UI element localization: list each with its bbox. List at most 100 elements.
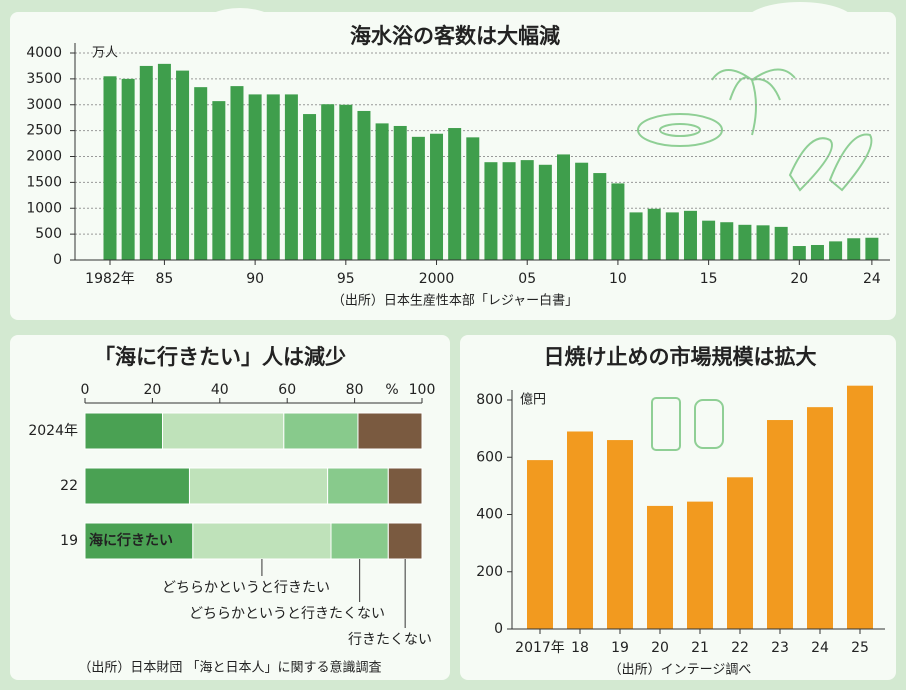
- legend-label: どちらかというと行きたい: [162, 580, 330, 596]
- x-tick-label: 20: [790, 271, 808, 287]
- bar-segment: [192, 522, 332, 560]
- bar: [339, 104, 353, 260]
- x-tick-label: 18: [571, 640, 589, 656]
- chart-title: 日焼け止めの市場規模は拡大: [544, 345, 817, 369]
- bar: [230, 86, 244, 261]
- x-tick-label: 20: [651, 640, 669, 656]
- bar: [194, 87, 208, 260]
- bar-segment: [188, 467, 329, 505]
- bar: [665, 212, 679, 260]
- bar: [121, 78, 135, 260]
- x-tick-label: 1982年: [85, 271, 135, 287]
- bar: [357, 110, 371, 261]
- bar: [538, 164, 552, 260]
- bar: [266, 94, 280, 261]
- bar: [792, 246, 806, 260]
- bar: [738, 224, 752, 260]
- unit-label: 億円: [520, 392, 546, 408]
- y-tick-label: 600: [476, 449, 503, 465]
- bar-segment: [84, 467, 190, 505]
- bar: [284, 94, 298, 261]
- bar: [702, 220, 716, 260]
- x-tick-label: 10: [609, 271, 627, 287]
- bar: [567, 431, 593, 629]
- y-tick-label: 400: [476, 507, 503, 523]
- y-tick-label: 3500: [26, 71, 62, 87]
- bar: [756, 225, 770, 260]
- bar: [767, 420, 793, 629]
- y-tick-label: 2024年: [28, 423, 78, 439]
- y-tick-label: 19: [60, 533, 78, 549]
- bar: [466, 137, 480, 260]
- bar-segment: [387, 522, 423, 560]
- bar: [847, 238, 861, 260]
- x-tick-label: 0: [81, 382, 90, 398]
- x-tick-label: 100: [409, 382, 436, 398]
- bar: [103, 76, 117, 260]
- legend-label: 海に行きたい: [89, 532, 173, 549]
- x-tick-label: 80: [346, 382, 364, 398]
- bar: [647, 505, 673, 629]
- bar: [611, 183, 625, 260]
- bar: [303, 114, 317, 260]
- unit-label: %: [385, 382, 398, 398]
- bar: [484, 162, 498, 260]
- bar: [807, 407, 833, 629]
- y-tick-label: 2500: [26, 123, 62, 139]
- bar: [176, 70, 190, 260]
- bar-segment: [283, 412, 359, 450]
- bar: [139, 65, 153, 260]
- y-tick-label: 2000: [26, 149, 62, 165]
- panel: [10, 335, 450, 680]
- x-tick-label: 2017年: [515, 640, 565, 656]
- decoration: [637, 68, 873, 451]
- chart-title: 海水浴の客数は大幅減: [350, 24, 560, 48]
- x-tick-label: 19: [611, 640, 629, 656]
- bar-segment: [84, 522, 194, 560]
- x-tick-label: 24: [811, 640, 829, 656]
- x-tick-label: 40: [211, 382, 229, 398]
- bar: [375, 123, 389, 260]
- bar: [248, 94, 262, 261]
- y-tick-label: 4000: [26, 45, 62, 61]
- bar-segment: [387, 467, 423, 505]
- y-tick-label: 1500: [26, 174, 62, 190]
- bar-segment: [357, 412, 423, 450]
- y-tick-label: 500: [35, 226, 62, 242]
- x-tick-label: 25: [851, 640, 869, 656]
- bar: [683, 210, 697, 260]
- legend-label: 行きたくない: [348, 632, 432, 648]
- bar-segment: [162, 412, 285, 450]
- x-tick-label: 95: [337, 271, 355, 287]
- bar: [527, 460, 553, 629]
- y-tick-label: 22: [60, 478, 78, 494]
- legend-label: どちらかというと行きたくない: [189, 606, 385, 622]
- x-tick-label: 60: [278, 382, 296, 398]
- bar: [212, 101, 226, 260]
- x-tick-label: 24: [863, 271, 881, 287]
- x-tick-label: 20: [143, 382, 161, 398]
- bar: [720, 222, 734, 260]
- bar: [687, 501, 713, 629]
- source: （出所）日本財団 「海と日本人」に関する意識調査: [78, 660, 381, 676]
- source: （出所）日本生産性本部「レジャー白書」: [332, 293, 578, 309]
- bar: [575, 162, 589, 260]
- bar: [411, 136, 425, 260]
- bar-segment: [330, 522, 389, 560]
- bar: [593, 173, 607, 260]
- bar: [774, 226, 788, 260]
- y-tick-label: 200: [476, 564, 503, 580]
- y-tick-label: 3000: [26, 97, 62, 113]
- x-tick-label: 05: [518, 271, 536, 287]
- y-tick-label: 0: [53, 252, 62, 268]
- x-tick-label: 23: [771, 640, 789, 656]
- bar: [810, 244, 824, 260]
- y-tick-label: 1000: [26, 200, 62, 216]
- bar: [847, 385, 873, 629]
- bar: [448, 128, 462, 260]
- x-tick-label: 15: [700, 271, 718, 287]
- bar: [520, 160, 534, 260]
- unit-label: 万人: [92, 46, 118, 61]
- x-tick-label: 90: [246, 271, 264, 287]
- bar: [393, 125, 407, 260]
